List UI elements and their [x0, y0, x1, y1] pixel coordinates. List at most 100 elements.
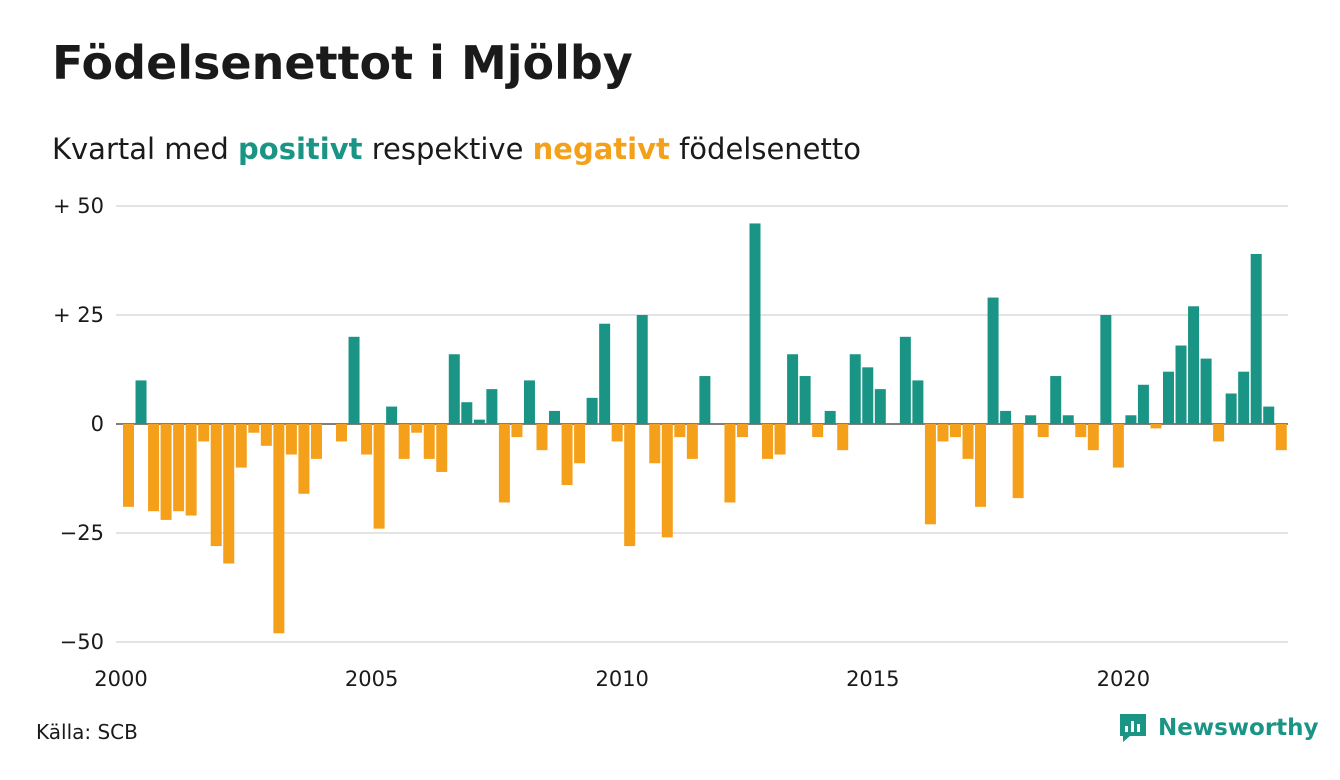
- subtitle-text-after: födelsenetto: [679, 132, 861, 166]
- bar-negative: [198, 424, 210, 442]
- bar-positive: [1188, 306, 1200, 424]
- x-tick-label: 2010: [595, 667, 648, 691]
- y-tick-label: −25: [60, 521, 104, 545]
- bar-positive: [699, 376, 711, 424]
- bar-negative: [975, 424, 987, 507]
- bar-negative: [1275, 424, 1287, 451]
- bar-negative: [373, 424, 385, 529]
- bar-negative: [962, 424, 974, 459]
- bar-negative: [185, 424, 197, 516]
- bar-negative: [160, 424, 172, 520]
- x-tick-label: 2020: [1097, 667, 1150, 691]
- bar-positive: [1250, 253, 1262, 424]
- bar-negative: [561, 424, 573, 486]
- bar-negative: [511, 424, 523, 438]
- chart-subtitle: Kvartal med positivt respektive negativt…: [52, 132, 861, 167]
- x-tick-label: 2015: [846, 667, 899, 691]
- bar-negative: [336, 424, 348, 442]
- bar-negative: [173, 424, 185, 512]
- bar-negative: [812, 424, 824, 438]
- bar-negative: [624, 424, 636, 547]
- bar-positive: [636, 315, 648, 424]
- bar-negative: [1150, 424, 1162, 429]
- x-tick-label: 2005: [345, 667, 398, 691]
- bar-positive: [987, 297, 999, 424]
- x-tick-label: 2000: [94, 667, 147, 691]
- bar-negative: [498, 424, 510, 503]
- bar-negative: [260, 424, 272, 446]
- bar-negative: [223, 424, 235, 564]
- newsworthy-logo-text: Newsworthy: [1158, 715, 1319, 741]
- bar-positive: [912, 380, 924, 424]
- bar-positive: [824, 410, 836, 424]
- bar-positive: [787, 354, 799, 424]
- bar-positive: [1162, 371, 1174, 424]
- bar-negative: [123, 424, 134, 507]
- bar-negative: [398, 424, 410, 459]
- y-tick-label: −50: [60, 630, 104, 654]
- bar-negative: [436, 424, 448, 472]
- bar-negative: [837, 424, 849, 451]
- bar-negative: [423, 424, 435, 459]
- bar-negative: [273, 424, 285, 634]
- newsworthy-logo: Newsworthy: [1118, 712, 1319, 744]
- bar-positive: [1175, 345, 1187, 424]
- bar-positive: [1238, 371, 1250, 424]
- bar-negative: [574, 424, 586, 464]
- bar-negative: [661, 424, 673, 538]
- bar-negative: [411, 424, 423, 433]
- bar-positive: [549, 410, 561, 424]
- bar-negative: [1037, 424, 1049, 438]
- bar-positive: [874, 389, 886, 424]
- bar-positive: [448, 354, 460, 424]
- bar-positive: [1263, 406, 1275, 424]
- bar-negative: [649, 424, 661, 464]
- bar-negative: [1075, 424, 1087, 438]
- bar-positive: [849, 354, 861, 424]
- bar-positive: [862, 367, 874, 424]
- bar-negative: [937, 424, 949, 442]
- bar-negative: [924, 424, 936, 525]
- bar-positive: [1200, 358, 1212, 424]
- bar-positive: [486, 389, 498, 424]
- bar-negative: [724, 424, 736, 503]
- bar-negative: [762, 424, 774, 459]
- bar-negative: [1012, 424, 1024, 499]
- bar-negative: [298, 424, 310, 494]
- bar-positive: [1062, 415, 1074, 424]
- bar-positive: [586, 397, 598, 424]
- bar-negative: [674, 424, 686, 438]
- bar-negative: [736, 424, 748, 438]
- bar-negative: [310, 424, 322, 459]
- subtitle-positive-label: positivt: [238, 132, 363, 166]
- bar-positive: [599, 323, 611, 424]
- chart-title: Födelsenettot i Mjölby: [52, 36, 633, 90]
- bar-positive: [1225, 393, 1237, 424]
- bar-positive: [461, 402, 473, 424]
- bar-negative: [611, 424, 623, 442]
- bar-positive: [1100, 315, 1112, 424]
- bar-positive: [749, 223, 761, 424]
- bar-positive: [1137, 384, 1149, 424]
- bar-negative: [248, 424, 260, 433]
- subtitle-negative-label: negativt: [532, 132, 670, 166]
- bar-positive: [348, 336, 360, 424]
- bar-positive: [1025, 415, 1037, 424]
- newsworthy-chart-icon: [1120, 714, 1146, 742]
- y-tick-label: + 25: [53, 303, 104, 327]
- bar-negative: [1112, 424, 1124, 468]
- subtitle-text-middle: respektive: [371, 132, 524, 166]
- bar-positive: [799, 376, 811, 424]
- source-note: Källa: SCB: [36, 720, 138, 744]
- axis-labels: + 50 + 25 0 −25 −50 2000 2005 2010 2015 2020: [53, 194, 1150, 691]
- subtitle-text-before: Kvartal med: [52, 132, 229, 166]
- bar-negative: [774, 424, 786, 455]
- bars: [123, 223, 1287, 634]
- bar-negative: [210, 424, 222, 547]
- bar-negative: [361, 424, 373, 455]
- bar-negative: [949, 424, 961, 438]
- bar-negative: [686, 424, 698, 459]
- y-tick-label: 0: [91, 412, 104, 436]
- bar-negative: [148, 424, 160, 512]
